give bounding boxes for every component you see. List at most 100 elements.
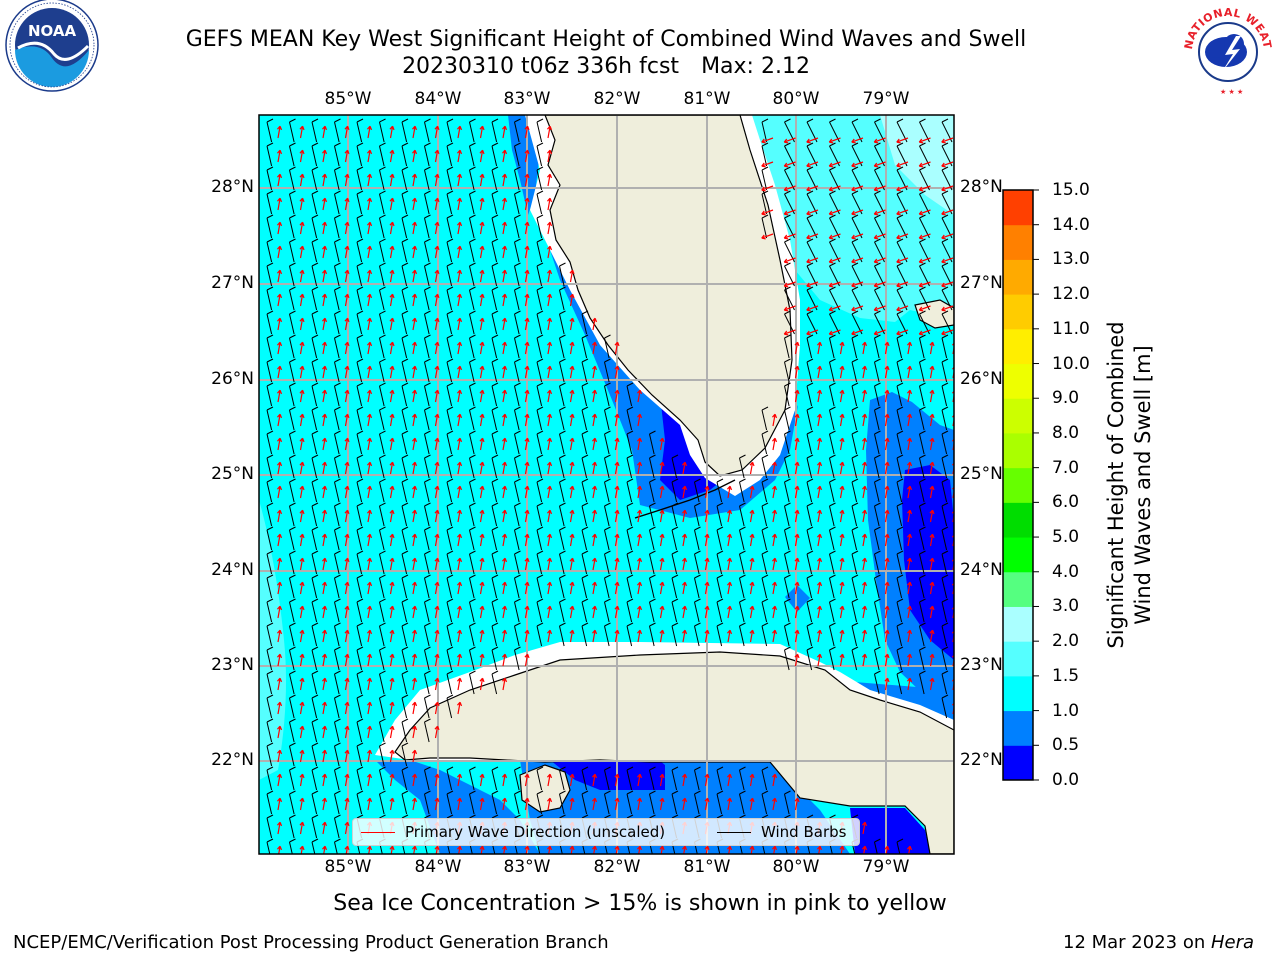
wind-barb	[784, 430, 791, 455]
wave-arrow	[277, 485, 283, 499]
wave-arrow	[828, 329, 841, 336]
wave-arrow	[277, 533, 283, 547]
wave-arrow	[299, 629, 305, 643]
wave-arrow	[389, 341, 395, 355]
wind-barb	[941, 550, 949, 575]
wind-barb	[469, 478, 476, 503]
wave-arrow	[367, 413, 373, 427]
wave-arrow	[704, 605, 710, 619]
wind-barb	[491, 670, 499, 695]
wave-arrow	[457, 653, 463, 667]
wind-barb	[469, 526, 476, 551]
wind-barb	[401, 598, 409, 623]
wind-barb	[941, 334, 949, 359]
colorbar-segment	[1003, 675, 1033, 712]
wave-arrow	[547, 797, 553, 811]
wind-barb	[446, 238, 454, 263]
wind-barb	[311, 670, 319, 695]
wind-barb	[874, 382, 881, 407]
wind-barb	[356, 118, 364, 143]
wave-arrow	[772, 509, 778, 523]
wave-arrow	[592, 605, 598, 619]
wave-arrow	[817, 845, 823, 854]
lon-tick-bottom: 84°W	[414, 857, 462, 877]
wave-arrow	[884, 581, 890, 595]
colorbar-segment	[1003, 328, 1033, 365]
wave-arrow	[389, 533, 395, 547]
wind-barb	[356, 262, 364, 287]
wave-arrow	[457, 389, 463, 403]
wave-arrow	[614, 413, 620, 427]
wave-arrow	[322, 677, 328, 691]
colorbar-tick-label: 3.0	[1052, 596, 1080, 617]
wave-arrow	[569, 365, 575, 379]
wind-barb	[424, 454, 431, 479]
wind-barb	[289, 238, 296, 263]
wind-barb	[581, 790, 589, 815]
wind-barb	[469, 118, 476, 143]
wave-arrow	[637, 389, 643, 403]
wave-arrow	[367, 149, 373, 163]
wind-barb	[536, 310, 544, 335]
wind-barb	[874, 526, 881, 551]
wave-arrow	[524, 389, 530, 403]
wind-barb	[514, 478, 521, 503]
wave-arrow	[547, 605, 553, 619]
wind-barb	[739, 502, 746, 527]
wave-arrow	[502, 125, 508, 139]
wind-barb	[941, 670, 949, 695]
wind-barb	[941, 646, 949, 671]
contour-0-0-0-5-southeast	[850, 808, 930, 854]
wind-barb	[514, 358, 521, 383]
wave-arrow	[839, 413, 845, 427]
wind-barb	[514, 454, 521, 479]
wave-arrow	[614, 773, 620, 787]
wind-barb	[649, 766, 656, 791]
wave-arrow	[569, 413, 575, 427]
wind-barb	[446, 310, 454, 335]
wave-arrow	[772, 797, 778, 811]
wave-arrow	[907, 365, 913, 379]
wind-barb	[446, 406, 454, 431]
wave-arrow	[896, 137, 909, 144]
wave-arrow	[873, 185, 886, 192]
wind-barb	[941, 574, 949, 599]
wave-arrow	[277, 269, 283, 283]
wind-barb	[424, 406, 431, 431]
wind-barb	[469, 238, 476, 263]
wind-barb	[739, 622, 746, 647]
wind-barb	[806, 502, 814, 527]
wind-barb	[581, 358, 589, 383]
wave-arrow	[322, 461, 328, 475]
wave-arrow	[412, 173, 418, 187]
wind-barb	[941, 622, 949, 647]
wind-barb	[649, 526, 656, 551]
wave-arrow	[659, 629, 665, 643]
wave-arrow	[547, 125, 553, 139]
wind-barb	[424, 598, 431, 623]
wind-barb	[469, 574, 476, 599]
wind-barb	[626, 790, 634, 815]
wave-arrow	[502, 173, 508, 187]
wave-arrow	[884, 533, 890, 547]
wave-arrow	[502, 413, 508, 427]
wave-arrow	[299, 365, 305, 379]
wave-arrow	[434, 701, 440, 715]
wave-arrow	[367, 461, 373, 475]
wave-arrow	[277, 341, 283, 355]
wave-arrow	[502, 341, 508, 355]
wave-arrow	[277, 413, 283, 427]
wind-barb	[829, 406, 836, 431]
wind-barb	[581, 430, 589, 455]
wind-barb	[446, 550, 454, 575]
wave-arrow	[434, 485, 440, 499]
wave-arrow	[592, 317, 598, 331]
wind-barbs-label: Wind Barbs	[761, 823, 847, 841]
wind-barb	[491, 238, 499, 263]
wave-arrow	[907, 533, 913, 547]
wave-arrow	[817, 365, 823, 379]
wind-barb	[334, 214, 341, 239]
wave-arrow	[434, 317, 440, 331]
wind-barbs-swatch	[717, 832, 751, 833]
wind-barb	[694, 526, 701, 551]
